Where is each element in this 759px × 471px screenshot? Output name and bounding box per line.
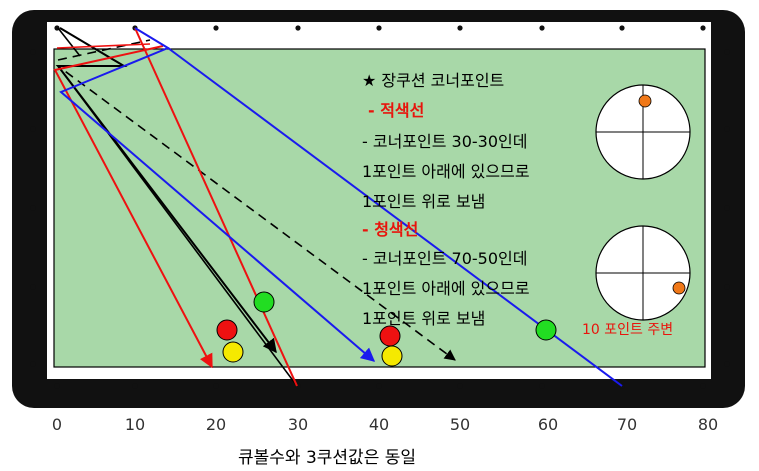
spin-dot-bottom	[672, 281, 686, 295]
blue-path	[59, 27, 376, 362]
notes-red-line2: 1포인트 아래에 있으므로	[362, 162, 530, 181]
axis-tick-40: 40	[369, 415, 389, 434]
spin-dot-top	[638, 94, 652, 108]
axis-tick-50: 50	[450, 415, 470, 434]
axis-tick-30: 30	[288, 415, 308, 434]
notes-blue-heading: - 청색선	[362, 220, 418, 239]
spin-note: 10 포인트 주변	[582, 322, 673, 338]
notes-red-line1: - 코너포인트 30-30인데	[362, 132, 527, 151]
notes-red-line3: 1포인트 위로 보냄	[362, 192, 485, 211]
green-ball-right	[535, 319, 557, 341]
red-path-3	[56, 43, 151, 49]
red-path	[134, 27, 298, 387]
notes-blue-line2: 1포인트 아래에 있으므로	[362, 279, 530, 298]
black-dashed-path-2	[57, 39, 151, 61]
axis-tick-60: 60	[538, 415, 558, 434]
notes-block: ★ 장쿠션 코너포인트 - 적색선 - 코너포인트 30-30인데 1포인트 아…	[362, 71, 530, 328]
red-path-2	[53, 45, 213, 369]
spin-diagram-bottom	[595, 225, 691, 321]
notes-blue-line1: - 코너포인트 70-50인데	[362, 249, 527, 268]
caption: 큐볼수와 3쿠션값은 동일	[238, 448, 416, 468]
black-solid-path-3	[57, 27, 81, 57]
red-ball-left	[216, 319, 238, 341]
axis-tick-80: 80	[698, 415, 718, 434]
yellow-ball-right	[381, 345, 403, 367]
axis-tick-labels: 0 10 20 30 40 50 60 70 80	[52, 415, 718, 434]
table-cloth	[53, 48, 706, 368]
yellow-ball-left	[222, 341, 244, 363]
spin-diagram-top	[595, 84, 691, 180]
axis-tick-0: 0	[52, 415, 62, 434]
notes-blue-line3: 1포인트 위로 보냄	[362, 309, 485, 328]
axis-tick-70: 70	[617, 415, 637, 434]
notes-title: ★ 장쿠션 코너포인트	[362, 71, 504, 90]
diamond-markers	[30, 25, 730, 389]
axis-tick-10: 10	[125, 415, 145, 434]
green-ball-left	[253, 291, 275, 313]
red-ball-right	[379, 325, 401, 347]
black-solid-path-2	[57, 65, 298, 387]
notes-red-heading: - 적색선	[368, 101, 424, 120]
axis-tick-20: 20	[206, 415, 226, 434]
